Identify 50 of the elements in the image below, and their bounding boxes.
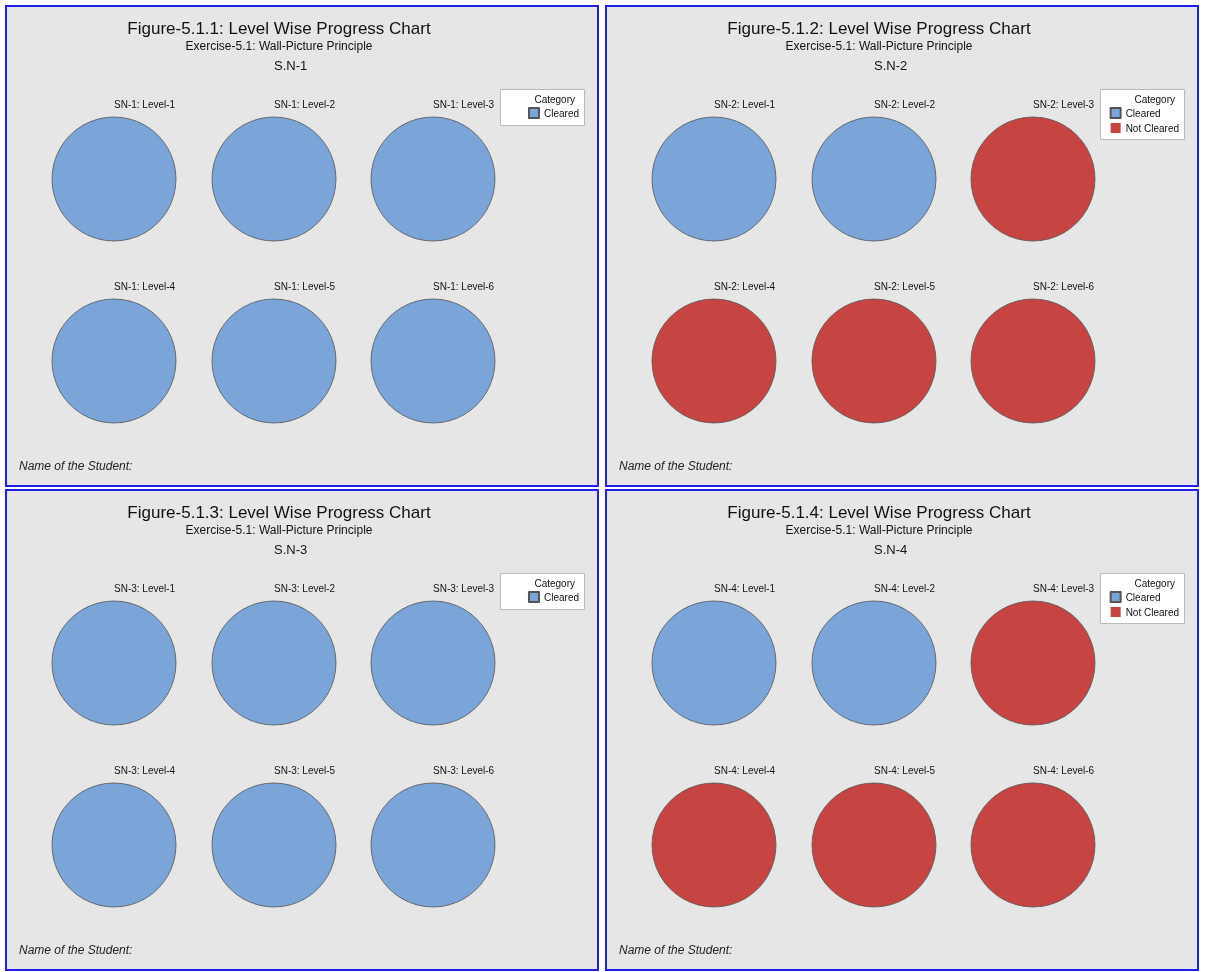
slice-label: SN-1: Level-1 <box>114 98 176 110</box>
slice-label: SN-2: Level-3 <box>1033 98 1095 110</box>
slice-label: SN-4: Level-5 <box>874 764 936 776</box>
legend-label: Cleared <box>1125 107 1161 119</box>
slice-label: SN-2: Level-5 <box>874 280 936 292</box>
legend-title: Category <box>534 577 575 589</box>
text: Name of the Student: <box>19 943 133 957</box>
slice-label: SN-2: Level-6 <box>1033 280 1095 292</box>
chart-subtitle: Exercise-5.1: Wall-Picture Principle <box>185 39 373 53</box>
legend-label: Cleared <box>543 107 580 119</box>
legend-label: Cleared <box>1125 591 1161 603</box>
slice-label: SN-4: Level-1 <box>714 582 776 594</box>
text: S.N-4 <box>874 542 908 557</box>
slice-label: SN-1: Level-2 <box>274 98 336 110</box>
legend-label: Not Cleared <box>1125 122 1179 134</box>
text: Name of the Student: <box>19 459 133 473</box>
chart-subtitle: Exercise-5.1: Wall-Picture Principle <box>785 523 973 537</box>
slice-label: SN-2: Level-1 <box>714 98 776 110</box>
legend-title: Category <box>534 93 575 105</box>
chart-title: Figure-5.1.4: Level Wise Progress Chart <box>727 503 1031 522</box>
chart-title: Figure-5.1.2: Level Wise Progress Chart <box>727 19 1031 38</box>
slice-label: SN-3: Level-5 <box>274 764 336 776</box>
slice-label: SN-4: Level-3 <box>1033 582 1095 594</box>
slice-label: SN-2: Level-4 <box>714 280 776 292</box>
slice-label: SN-4: Level-6 <box>1033 764 1095 776</box>
slice-label: SN-2: Level-2 <box>874 98 936 110</box>
legend-label: Cleared <box>543 591 580 603</box>
text: Name of the Student: <box>619 459 733 473</box>
slice-label: SN-3: Level-6 <box>433 764 495 776</box>
chart-title: Figure-5.1.1: Level Wise Progress Chart <box>127 19 431 38</box>
chart-subtitle: Exercise-5.1: Wall-Picture Principle <box>785 39 973 53</box>
slice-label: SN-1: Level-5 <box>274 280 336 292</box>
slice-label: SN-3: Level-1 <box>114 582 176 594</box>
text: Name of the Student: <box>619 943 733 957</box>
legend-title: Category <box>1134 577 1175 589</box>
slice-label: SN-3: Level-4 <box>114 764 176 776</box>
slice-label: SN-1: Level-6 <box>433 280 495 292</box>
slice-label: SN-1: Level-4 <box>114 280 176 292</box>
legend-title: Category <box>1134 93 1175 105</box>
slice-label: SN-4: Level-2 <box>874 582 936 594</box>
slice-label: SN-3: Level-3 <box>433 582 495 594</box>
slice-label: SN-1: Level-3 <box>433 98 495 110</box>
chart-subtitle: Exercise-5.1: Wall-Picture Principle <box>185 523 373 537</box>
text: S.N-2 <box>874 58 908 73</box>
text: S.N-3 <box>274 542 308 557</box>
slice-label: SN-3: Level-2 <box>274 582 336 594</box>
text: S.N-1 <box>274 58 308 73</box>
chart-title: Figure-5.1.3: Level Wise Progress Chart <box>127 503 431 522</box>
legend-label: Not Cleared <box>1125 606 1179 618</box>
slice-label: SN-4: Level-4 <box>714 764 776 776</box>
